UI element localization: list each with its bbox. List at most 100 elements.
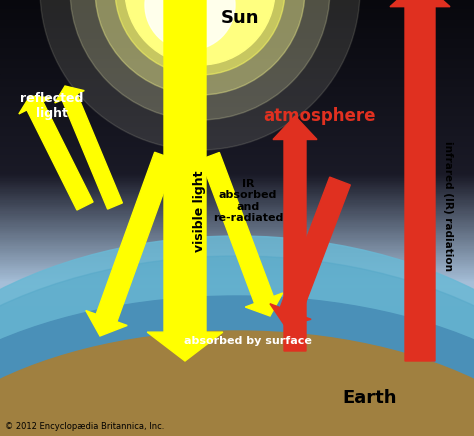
Bar [0,76,474,79]
Bar [0,433,474,436]
Bar [0,297,474,300]
Bar [0,51,474,55]
Bar [0,293,474,296]
Bar [0,211,474,215]
Text: © 2012 Encyclopædia Britannica, Inc.: © 2012 Encyclopædia Britannica, Inc. [5,422,164,431]
Bar [0,168,474,171]
Bar [0,14,474,17]
Bar [0,404,474,408]
Bar [0,295,474,298]
Bar [0,27,474,31]
Bar [0,402,474,405]
Bar [0,32,474,35]
Bar [0,205,474,208]
Bar [0,62,474,66]
Bar [0,218,474,221]
Bar [0,363,474,366]
Bar [0,135,474,138]
Bar [0,89,474,92]
Bar [0,115,474,118]
Bar [0,382,474,385]
Bar [0,10,474,13]
Bar [0,330,474,333]
Bar [0,56,474,59]
Bar [0,271,474,274]
FancyArrow shape [390,0,450,361]
Bar [0,393,474,397]
Bar [0,312,474,316]
Circle shape [115,0,285,75]
Bar [0,113,474,116]
Bar [0,400,474,403]
Text: visible light: visible light [193,170,207,252]
Bar [0,34,474,37]
Bar [0,109,474,112]
Bar [0,19,474,22]
Bar [0,152,474,156]
Bar [0,54,474,57]
Bar [0,41,474,44]
Bar [0,74,474,77]
Bar [0,308,474,311]
Bar [0,339,474,342]
Bar [0,166,474,169]
Bar [0,181,474,184]
Bar [0,251,474,254]
Bar [0,328,474,331]
Bar [0,87,474,90]
Bar [0,216,474,219]
Bar [0,380,474,383]
Bar [0,69,474,72]
Bar [0,279,474,283]
Bar [0,347,474,351]
Bar [0,323,474,327]
Bar [0,47,474,51]
Bar [0,247,474,250]
Bar [0,91,474,94]
Bar [0,36,474,39]
FancyArrow shape [270,177,350,326]
Bar [0,137,474,140]
Bar [0,286,474,289]
Ellipse shape [0,331,474,436]
Bar [0,314,474,318]
Bar [0,319,474,322]
Bar [0,395,474,399]
Bar [0,6,474,9]
Bar [0,356,474,359]
Bar [0,119,474,123]
Bar [0,196,474,199]
Bar [0,391,474,395]
Bar [0,332,474,335]
Bar [0,192,474,195]
Bar [0,260,474,263]
Text: infrared (IR) radiation: infrared (IR) radiation [443,141,453,271]
Bar [0,201,474,204]
Bar [0,3,474,7]
Bar [0,172,474,175]
Bar [0,187,474,191]
Bar [0,95,474,99]
Bar [0,345,474,348]
Bar [0,411,474,414]
Bar [0,284,474,287]
Bar [0,255,474,259]
Bar [0,264,474,267]
Bar [0,378,474,381]
Bar [0,23,474,26]
Bar [0,229,474,232]
Bar [0,222,474,226]
Bar [0,124,474,127]
Bar [0,231,474,235]
Text: atmosphere: atmosphere [264,107,376,125]
Ellipse shape [0,296,474,436]
Bar [0,367,474,370]
Bar [0,317,474,320]
Text: absorbed by surface: absorbed by surface [184,336,312,346]
FancyArrow shape [19,96,93,210]
Bar [0,429,474,432]
FancyArrow shape [201,153,283,316]
Bar [0,98,474,101]
Bar [0,150,474,153]
Bar [0,235,474,239]
